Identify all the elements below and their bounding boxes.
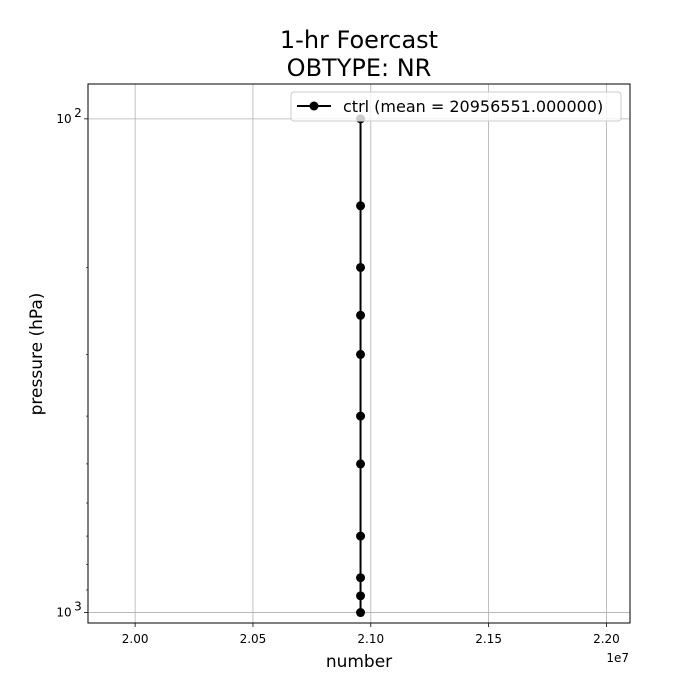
data-point [356, 573, 366, 583]
x-tick-label: 2.00 [122, 632, 149, 646]
plot-frame [87, 83, 631, 624]
x-tick-label: 2.10 [357, 632, 384, 646]
data-point [356, 262, 366, 272]
x-offset-label: 1e7 [606, 651, 629, 665]
data-point [356, 591, 366, 601]
x-tick-label: 2.15 [475, 632, 502, 646]
legend-label: ctrl (mean = 20956551.000000) [343, 97, 603, 116]
data-point [356, 310, 366, 320]
data-layer [356, 114, 366, 618]
y-tick-label-exponent: 2 [74, 106, 82, 120]
data-point [356, 459, 366, 469]
x-axis-label: number [326, 652, 392, 672]
data-point [356, 608, 366, 618]
data-point [356, 411, 366, 421]
x-tick-label: 2.20 [593, 632, 620, 646]
chart-title-line2: OBTYPE: NR [287, 54, 432, 82]
data-point [356, 531, 366, 541]
legend-marker-swatch [309, 101, 319, 111]
y-tick-label-exponent: 3 [74, 600, 82, 614]
chart-title-line1: 1-hr Foercast [280, 26, 438, 54]
y-tick-label: 10 [56, 112, 71, 126]
legend-box [290, 91, 622, 122]
data-point [356, 201, 366, 211]
y-axis-label: pressure (hPa) [27, 293, 47, 416]
x-tick-label: 2.05 [240, 632, 267, 646]
data-point [356, 349, 366, 359]
legend: ctrl (mean = 20956551.000000) [290, 91, 622, 122]
y-tick-label: 10 [56, 606, 71, 620]
